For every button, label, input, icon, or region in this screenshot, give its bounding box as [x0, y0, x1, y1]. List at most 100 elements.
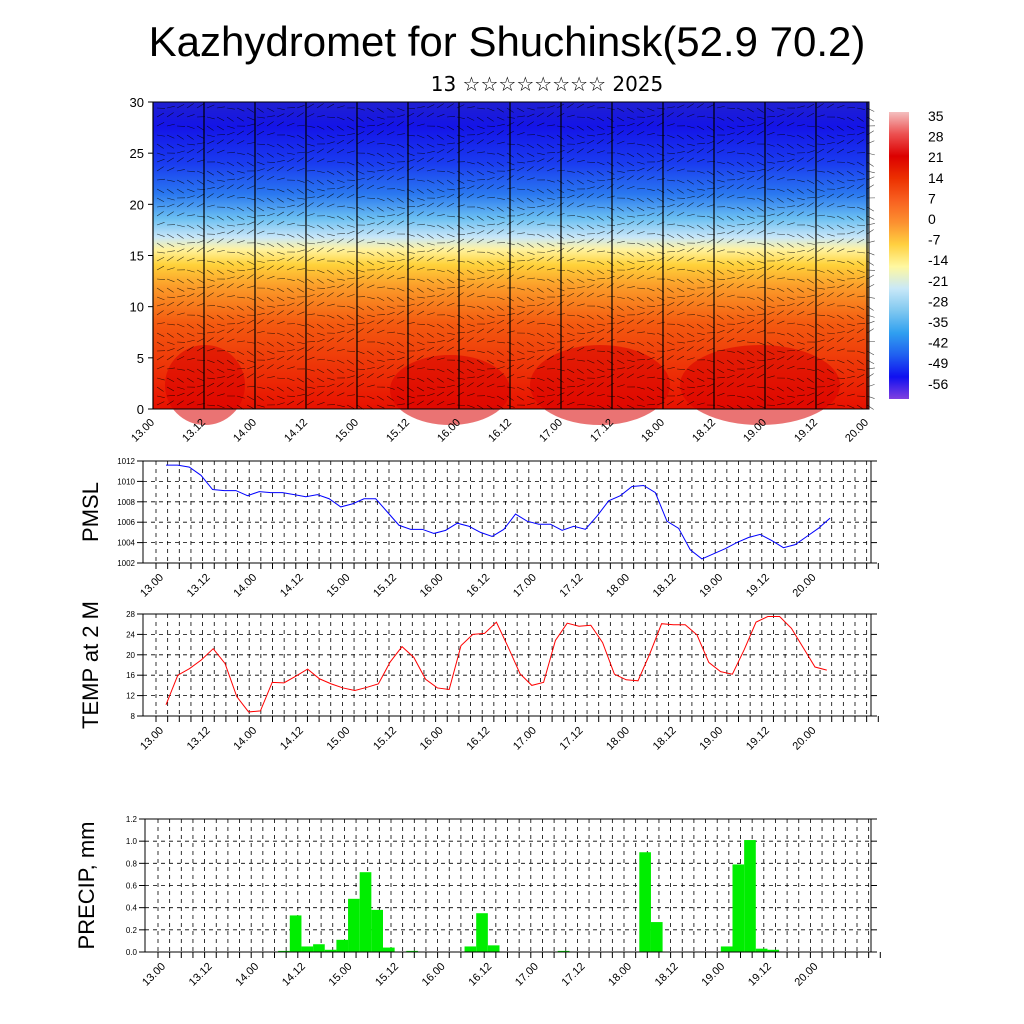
wind-barb — [706, 269, 714, 275]
wind-barb — [476, 116, 484, 122]
wind-barb — [466, 161, 475, 165]
wind-barb — [676, 248, 685, 253]
wind-barb — [826, 247, 834, 253]
wind-barb — [376, 220, 385, 226]
wind-barb — [686, 113, 695, 118]
wind-barb — [686, 287, 695, 291]
wind-barb — [256, 274, 264, 280]
wind-barb — [846, 323, 855, 326]
wind-barb — [476, 170, 485, 176]
wind-barb — [226, 116, 234, 122]
wind-barb — [156, 233, 165, 237]
wind-barb — [446, 240, 455, 244]
wind-barb — [626, 197, 635, 201]
wind-barb — [766, 404, 776, 406]
wind-barb — [286, 266, 295, 271]
wind-barb — [496, 296, 505, 301]
wind-barb — [316, 179, 324, 185]
wind-barb — [356, 116, 364, 122]
wind-barb — [276, 332, 285, 336]
wind-barb — [586, 215, 595, 220]
wind-barb — [476, 328, 484, 334]
wind-barb — [576, 323, 584, 329]
wind-barb — [176, 400, 184, 406]
wind-barb — [766, 341, 775, 347]
wind-barb — [376, 329, 385, 334]
wind-barb — [416, 188, 424, 194]
wind-barb — [326, 148, 334, 154]
x-tick-label: 13.00 — [140, 961, 168, 989]
wind-barb — [736, 196, 745, 199]
wind-barb — [506, 359, 516, 361]
wind-barb — [546, 323, 555, 326]
wind-barb — [586, 186, 595, 190]
wind-barb — [796, 341, 805, 345]
wind-barb — [596, 133, 605, 136]
wind-barb — [556, 278, 564, 284]
wind-barb — [726, 359, 734, 365]
wind-barb — [356, 368, 365, 371]
wind-barb — [566, 377, 575, 383]
wind-barb — [456, 368, 464, 374]
wind-barb — [566, 158, 575, 163]
wind-barb — [546, 203, 555, 208]
wind-barb — [746, 366, 755, 370]
wind-barb — [196, 134, 205, 139]
wind-barb — [706, 292, 714, 298]
wind-barb — [386, 197, 395, 203]
x-tick-label: 20.00 — [791, 572, 819, 600]
wind-barb — [366, 161, 374, 167]
wind-barb — [316, 202, 324, 208]
wind-barb — [666, 400, 674, 406]
wind-barb — [266, 232, 275, 235]
wind-barb — [816, 401, 825, 406]
x-tick-label: 15.00 — [333, 417, 361, 445]
wind-barb — [346, 368, 355, 373]
wind-barb — [576, 148, 584, 154]
wind-barb — [226, 206, 235, 210]
wind-barb — [586, 105, 595, 109]
wind-barb — [376, 260, 385, 265]
wind-barb — [736, 350, 745, 355]
wind-barb — [356, 131, 365, 136]
wind-barb — [536, 302, 545, 307]
wind-barb — [806, 103, 815, 109]
wind-barb — [526, 332, 535, 336]
wind-barb — [426, 323, 435, 328]
wind-barb — [186, 170, 195, 173]
wind-barb — [726, 368, 735, 372]
wind-barb — [246, 314, 256, 316]
x-tick-label: 18.00 — [639, 417, 667, 445]
y-tick-label: 1006 — [117, 518, 135, 527]
wind-barb — [206, 224, 214, 230]
wind-barb — [576, 368, 584, 374]
wind-barb — [716, 149, 725, 154]
wind-barb — [226, 374, 235, 379]
wind-barb — [596, 184, 605, 190]
wind-barb — [496, 373, 504, 379]
wind-barb — [426, 341, 435, 344]
wind-barb — [756, 364, 765, 370]
wind-barb — [306, 247, 315, 253]
wind-barb — [736, 383, 745, 388]
wind-barb — [846, 215, 854, 221]
wind-barb — [676, 393, 685, 397]
wind-barb — [246, 251, 255, 257]
wind-barb — [706, 204, 715, 208]
wind-barb — [276, 386, 284, 392]
wind-barb — [456, 383, 465, 388]
wind-barb — [796, 124, 805, 127]
wind-barb — [166, 179, 175, 182]
wind-barb — [796, 323, 805, 326]
wind-barb — [726, 294, 735, 298]
wind-barb — [286, 158, 295, 163]
colorbar-label: -14 — [928, 252, 948, 268]
wind-barb — [826, 103, 834, 109]
wind-barb — [206, 134, 215, 138]
wind-barb — [496, 260, 505, 265]
wind-barb — [426, 400, 434, 406]
wind-barb — [256, 230, 265, 235]
wind-barb — [416, 167, 425, 172]
wind-barb — [476, 359, 484, 365]
precip-bar — [744, 840, 756, 952]
